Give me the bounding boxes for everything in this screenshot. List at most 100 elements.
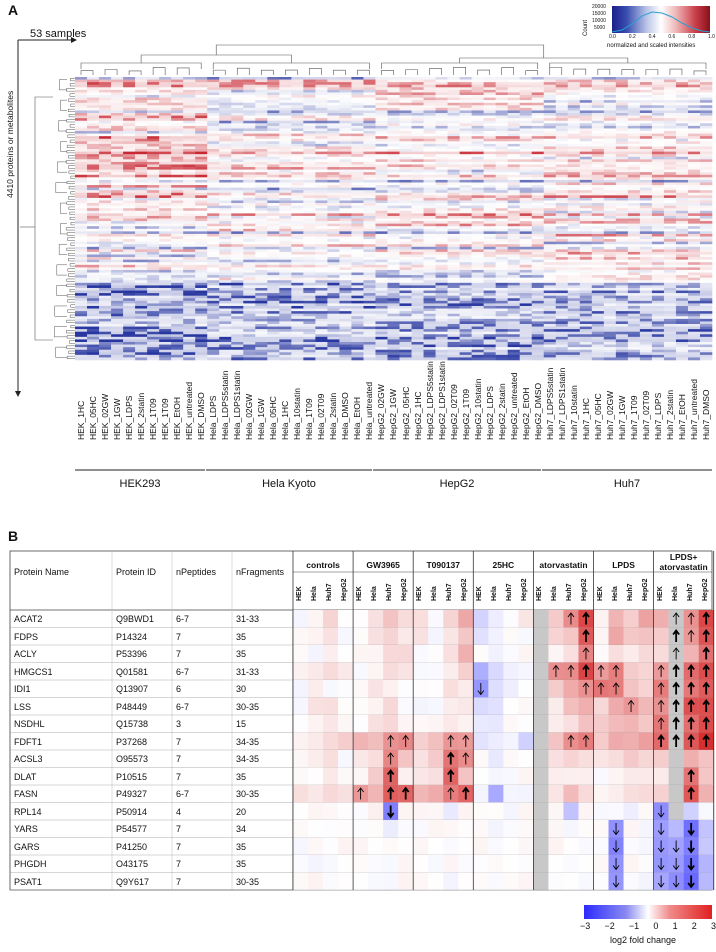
protein-name-cell: PSAT1 bbox=[14, 876, 42, 887]
col-header-protein-name: Protein Name bbox=[14, 567, 70, 577]
col-header-protein-id: Protein ID bbox=[116, 567, 157, 577]
nfragments-cell: 34-35 bbox=[236, 754, 260, 764]
protein-id-cell: P37268 bbox=[116, 736, 148, 747]
protein-name-cell: LSS bbox=[14, 701, 32, 712]
protein-name-cell: DLAT bbox=[14, 771, 37, 782]
nfragments-cell: 15 bbox=[236, 719, 247, 729]
nfragments-cell: 30-35 bbox=[236, 789, 260, 799]
legend-x-tick: 0.0 bbox=[609, 34, 616, 40]
condition-header: T090137 bbox=[426, 560, 461, 570]
nfragments-cell: 30 bbox=[236, 684, 247, 694]
panel-b-letter: B bbox=[8, 528, 19, 544]
npeptides-cell: 6-7 bbox=[176, 789, 190, 799]
protein-id-cell: Q9BWD1 bbox=[116, 614, 155, 624]
protein-name-cell: YARS bbox=[14, 824, 38, 834]
condition-header: atorvastatin bbox=[539, 560, 588, 570]
legend-title: normalized and scaled intensities bbox=[607, 43, 696, 49]
legend-y-tick: 15000 bbox=[592, 11, 606, 17]
condition-header: LPDS+ atorvastatin bbox=[659, 552, 708, 572]
protein-name-cell: PHGDH bbox=[14, 859, 47, 869]
legend-x-tick: 0.4 bbox=[648, 34, 656, 40]
condition-header: 25HC bbox=[492, 560, 515, 570]
npeptides-cell: 6 bbox=[176, 684, 182, 694]
colorbar-tick: 3 bbox=[710, 921, 716, 931]
protein-id-cell: O43175 bbox=[116, 859, 149, 869]
nfragments-cell: 20 bbox=[236, 806, 247, 817]
nfragments-cell: 30-35 bbox=[236, 701, 260, 712]
condition-header: LPDS bbox=[612, 560, 635, 570]
nfragments-cell: 34-35 bbox=[236, 736, 260, 747]
protein-id-cell: P50914 bbox=[116, 806, 148, 817]
colorbar-label: log2 fold change bbox=[610, 935, 677, 945]
colorbar-tick: 2 bbox=[691, 921, 697, 931]
protein-name-cell: ACSL3 bbox=[14, 754, 43, 764]
protein-id-cell: Q13907 bbox=[116, 684, 149, 694]
legend-y-tick: 20000 bbox=[592, 4, 606, 10]
protein-name-cell: NSDHL bbox=[14, 719, 45, 729]
npeptides-cell: 4 bbox=[176, 806, 182, 817]
colorbar-tick: −1 bbox=[628, 921, 640, 931]
legend-x-tick: 0.8 bbox=[688, 34, 696, 40]
npeptides-cell: 7 bbox=[176, 824, 182, 834]
npeptides-cell: 7 bbox=[176, 771, 182, 782]
group-label-hela: Hela Kyoto bbox=[262, 478, 316, 490]
samples-axis-label: 53 samples bbox=[30, 28, 87, 40]
protein-name-cell: FASN bbox=[14, 789, 38, 799]
protein-id-cell: P54577 bbox=[116, 824, 148, 834]
panel-a-letter: A bbox=[8, 2, 19, 18]
protein-id-cell: Q15738 bbox=[116, 719, 149, 729]
legend-y-tick: 5000 bbox=[594, 25, 606, 31]
protein-name-cell: FDFT1 bbox=[14, 736, 42, 747]
npeptides-cell: 6-7 bbox=[176, 701, 190, 712]
protein-name-cell: HMGCS1 bbox=[14, 666, 53, 677]
npeptides-cell: 7 bbox=[176, 631, 182, 642]
group-label-hek293: HEK293 bbox=[119, 478, 161, 490]
npeptides-cell: 7 bbox=[176, 841, 182, 852]
protein-id-cell: P48449 bbox=[116, 701, 148, 712]
colorbar-tick: −3 bbox=[580, 921, 591, 931]
protein-id-cell: P49327 bbox=[116, 789, 148, 799]
npeptides-cell: 6-7 bbox=[176, 666, 190, 677]
colorbar-tick: −2 bbox=[604, 921, 615, 931]
protein-id-cell: P10515 bbox=[116, 771, 148, 782]
legend-x-tick: 0.2 bbox=[628, 34, 636, 40]
npeptides-cell: 7 bbox=[176, 754, 182, 764]
protein-name-cell: RPL14 bbox=[14, 806, 42, 817]
legend-y-tick: 10000 bbox=[592, 18, 606, 24]
protein-id-cell: Q9Y617 bbox=[116, 876, 150, 887]
nfragments-cell: 35 bbox=[236, 841, 247, 852]
condition-header: controls bbox=[306, 560, 340, 570]
legend-x-tick: 0.6 bbox=[668, 34, 676, 40]
protein-id-cell: O95573 bbox=[116, 754, 149, 764]
npeptides-cell: 7 bbox=[176, 876, 182, 887]
nfragments-cell: 35 bbox=[236, 631, 247, 642]
condition-header: GW3965 bbox=[366, 560, 400, 570]
protein-name-cell: ACLY bbox=[14, 649, 37, 659]
protein-name-cell: IDI1 bbox=[14, 684, 31, 694]
colorbar-ticks: −3 −2 −1 0 1 2 3 bbox=[580, 921, 716, 931]
protein-name-cell: ACAT2 bbox=[14, 614, 43, 624]
npeptides-cell: 6-7 bbox=[176, 614, 190, 624]
nfragments-cell: 35 bbox=[236, 859, 247, 869]
npeptides-cell: 7 bbox=[176, 859, 182, 869]
col-header-nfragments: nFragments bbox=[236, 567, 285, 577]
npeptides-cell: 7 bbox=[176, 736, 182, 747]
nfragments-cell: 31-33 bbox=[236, 666, 260, 677]
heatmap-a bbox=[15, 37, 713, 471]
npeptides-cell: 7 bbox=[176, 649, 182, 659]
nfragments-cell: 35 bbox=[236, 649, 247, 659]
colorbar-tick: 1 bbox=[672, 921, 678, 931]
nfragments-cell: 30-35 bbox=[236, 876, 260, 887]
nfragments-cell: 35 bbox=[236, 771, 247, 782]
legend-x-tick: 1.0 bbox=[707, 34, 715, 40]
fold-change-colorbar bbox=[584, 905, 712, 919]
group-label-hepg2: HepG2 bbox=[439, 478, 475, 490]
protein-name-cell: GARS bbox=[14, 841, 40, 852]
nfragments-cell: 31-33 bbox=[236, 614, 260, 624]
col-header-npeptides: nPeptides bbox=[176, 567, 217, 577]
colorbar-tick: 0 bbox=[653, 921, 659, 931]
group-label-huh7: Huh7 bbox=[613, 478, 641, 490]
npeptides-cell: 3 bbox=[176, 719, 182, 729]
protein-id-cell: P14324 bbox=[116, 631, 148, 642]
